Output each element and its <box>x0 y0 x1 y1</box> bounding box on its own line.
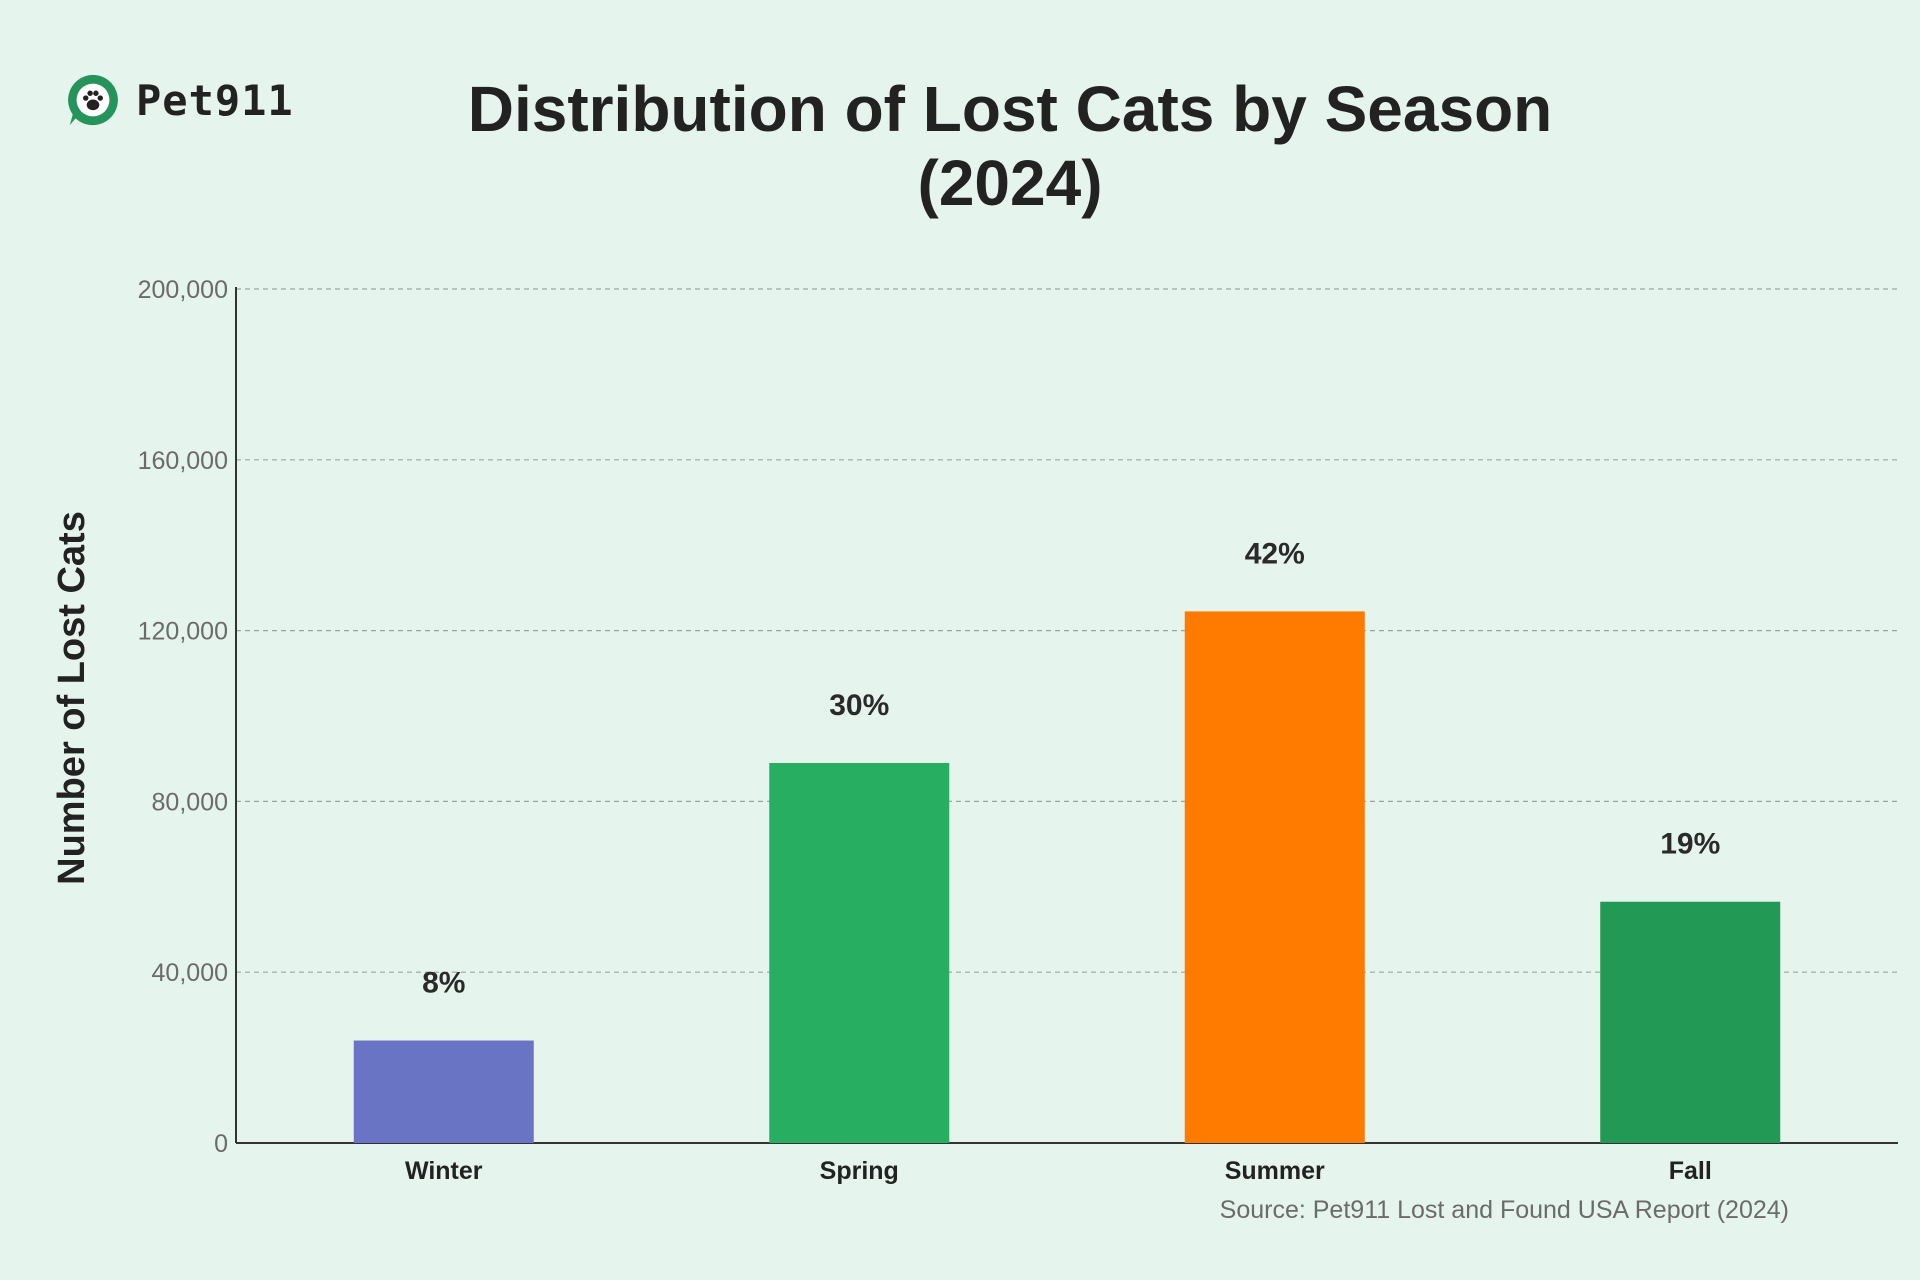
chart-title-line-2: (2024) <box>917 147 1103 219</box>
y-tick-label: 80,000 <box>152 788 228 816</box>
data-label: 19% <box>1660 828 1720 861</box>
x-tick-label: Spring <box>820 1157 899 1185</box>
data-label: 8% <box>422 967 465 1000</box>
bar-summer <box>1184 611 1365 1143</box>
y-tick-label: 160,000 <box>138 447 228 475</box>
bar-winter <box>353 1040 534 1143</box>
x-tick-label: Fall <box>1669 1157 1712 1185</box>
paw-chat-bubble-icon <box>68 74 118 126</box>
brand-name: Pet911 <box>136 75 294 125</box>
x-tick-label: Summer <box>1225 1157 1325 1185</box>
y-tick-label: 0 <box>214 1130 228 1158</box>
data-label: 42% <box>1245 537 1305 570</box>
bar-spring <box>769 762 950 1143</box>
brand-logo: Pet911 <box>64 70 294 130</box>
y-tick-label: 120,000 <box>138 618 228 646</box>
data-label: 30% <box>829 689 889 722</box>
x-tick-label: Winter <box>405 1157 483 1185</box>
y-axis-title: Number of Lost Cats <box>51 511 93 885</box>
chart-title: Distribution of Lost Cats by Season (202… <box>360 72 1660 220</box>
chart-title-line-1: Distribution of Lost Cats by Season <box>467 73 1553 145</box>
y-tick-label: 200,000 <box>138 276 228 304</box>
y-tick-label: 40,000 <box>152 959 228 987</box>
bar-fall <box>1600 901 1781 1143</box>
source-note: Source: Pet911 Lost and Found USA Report… <box>1219 1196 1789 1224</box>
